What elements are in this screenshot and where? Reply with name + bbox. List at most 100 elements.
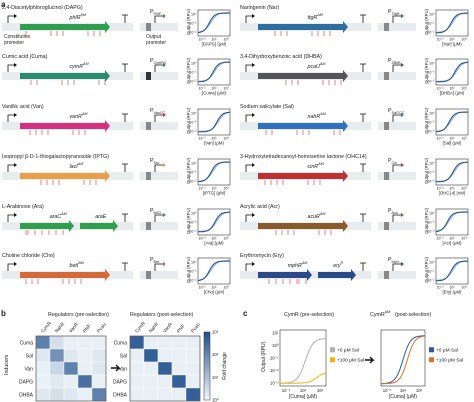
panel-a-label: a [1,0,6,9]
output-arrow-icon [163,113,166,117]
response-xtick-label: 10³ [461,137,467,141]
response-curve-sensor [198,211,230,233]
response-plot-ylabel: Output (RPU) [186,256,191,283]
regulator-gene-label: pcaUAM [307,62,327,70]
output-arrow-icon [163,63,166,67]
sensor-title: 3,4-Dihydroxybenzoic acid (DHBA) [240,54,322,60]
heatmap-cell [171,387,187,402]
response-ytick-label: 10⁻¹ [427,71,435,75]
response-xtick-label: 10¹ [211,137,217,141]
constitutive-promoter-icon [245,114,252,122]
promoter-arrow-icon [252,262,255,266]
response-curve-sensor [198,61,230,83]
response-ytick-label: 10⁻¹ [189,221,197,225]
operator-site [384,271,389,279]
terminator-icon [122,14,128,23]
response-curve-sensor [436,161,468,183]
heatmap-cell [35,387,51,402]
response-ytick-label: 10⁻² [427,80,435,84]
heatmap-cell [77,374,93,389]
output-backbone [140,72,178,80]
heatmap-cell [91,374,107,389]
output-arrow-icon [401,213,404,217]
output-promoter-label: PBAD [150,208,161,215]
operator-site [384,72,389,80]
output-promoter-label: P3B5B [388,58,401,65]
heatmap-cell [91,348,107,363]
legend-swatch [330,357,335,363]
heatmap-regulator-label: PhlF [82,323,92,334]
response-ytick-label: 10⁰ [429,261,435,265]
promoter-arrow-icon [252,163,255,167]
heatmap-cell [129,348,145,363]
plot-ytick-label: 10⁻¹ [270,356,279,361]
legend-swatch [429,347,434,353]
heatmap-cell [157,374,173,389]
sensor-dhba: 3,4-Dihydroxybenzoic acid (DHBA) pcaUAM P3… [240,54,469,96]
response-ytick-label: 10⁻¹ [189,171,197,175]
panel-c: c CymR (pre-selection) CymRAM (post-select… [243,309,463,400]
response-ytick-label: 10⁻¹ [427,270,435,274]
heatmap-cell [171,335,187,350]
output-arrow-icon [401,14,404,18]
plot-xlabel: [Cuma] (μM) [389,394,417,400]
response-xtick-label: 10⁻¹ [198,286,206,290]
heatmap-cell [91,387,107,402]
constitutive-promoter-icon [245,164,252,172]
plot-xlabel: [Cuma] (μM) [289,394,317,400]
output-promoter-annotation: Output [146,34,162,40]
response-plot-ylabel: Output (RPU) [186,157,191,184]
output-promoter-icon [154,263,163,271]
response-ytick-label: 10⁻¹ [427,22,435,26]
output-promoter-icon [154,114,163,122]
response-plot-xlabel: [Acr] (μM) [443,241,463,246]
heatmap-cell [49,361,65,376]
heatmap-cell [63,387,79,402]
response-plot-ylabel: Output (RPU) [424,256,429,283]
response-xtick-label: 10⁻¹ [436,137,444,141]
second-gene-arrow [318,269,356,281]
constitutive-promoter-icon [7,164,14,172]
sensor-title: Naringenin (Nar) [240,5,279,11]
response-plot-ylabel: Output (RPU) [186,57,191,84]
output-backbone [140,23,178,31]
response-plot-ylabel: Output (RPU) [186,207,191,234]
response-xtick-label: 10¹ [449,187,455,191]
response-curve-sensor [436,12,468,34]
operator-site [384,222,389,230]
output-backbone [378,271,416,279]
heatmap-inducer-label: DHBA [113,393,128,399]
legend-label: +0 μM Sal [337,347,359,353]
response-ytick-label: 10⁻² [189,31,197,35]
heatmap-cell [63,361,79,376]
heatmap-cell [49,348,65,363]
output-promoter-label: PPhlF [150,9,162,16]
response-ytick-label: 10⁻² [427,130,435,134]
heatmap-cell [63,335,79,350]
sensor-title: Vanillic acid (Van) [2,104,44,110]
legend-label: +100 μM Sal [337,357,364,363]
response-curve-sensor [435,111,469,133]
sensor-ohc14: 3-Hydroxytetradecanoyl-homoserine lacton… [240,154,469,196]
panel-b-label: b [1,309,6,318]
response-xtick-label: 10⁻¹ [436,38,444,42]
regulator-gene-arrow [258,21,348,33]
response-curve-sensor [435,211,468,233]
output-promoter-icon [392,214,401,222]
response-curve [280,372,327,384]
heatmap-cell [171,348,187,363]
panel-a: a2,4-Diacetylphloroglucinol (DAPG) phlRAM… [1,0,469,295]
response-plot-ylabel: Output (RPU) [424,8,429,35]
heatmap-inducer-label: Cuma [20,341,34,347]
response-plot-xlabel: [Ery] (μM) [443,290,463,295]
regulator-gene-label: araCAM [50,212,68,220]
regulator-gene-arrow [258,170,348,182]
sensor-dapg: 2,4-Diacetylphloroglucinol (DAPG) phlRAM P… [2,5,231,47]
heatmap-inducer-label: DHBA [19,393,34,399]
response-xtick-label: 10³ [461,237,467,241]
heatmap-cell [157,361,173,376]
operator-site [384,172,389,180]
inducers-axis-label: Inducers [4,354,10,375]
panel-b: b Regulators (pre-selection) Regulators (p… [1,309,228,402]
regulator-gene-label: cymRAM [70,62,90,70]
